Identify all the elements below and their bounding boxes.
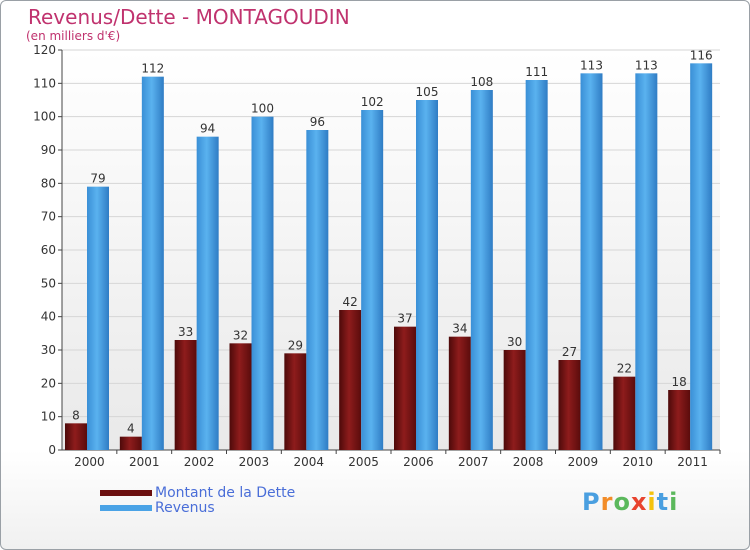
data-label-revenus: 113 — [635, 58, 658, 72]
bar-revenus — [470, 90, 493, 450]
bar-revenus — [141, 76, 164, 451]
x-tick-label: 2000 — [74, 455, 105, 469]
bar-debt — [339, 310, 362, 450]
data-label-revenus: 113 — [580, 58, 603, 72]
logo-letter: i — [669, 488, 679, 516]
legend-label-debt: Montant de la Dette — [155, 485, 296, 501]
y-tick-label: 40 — [41, 310, 56, 324]
y-tick-label: 50 — [41, 276, 56, 290]
bar-revenus — [525, 80, 548, 450]
bar-debt — [668, 390, 691, 450]
bar-revenus — [196, 136, 219, 450]
data-label-revenus: 94 — [200, 122, 215, 136]
data-label-debt: 37 — [397, 312, 412, 326]
data-label-debt: 22 — [617, 362, 632, 376]
bar-debt — [448, 336, 471, 450]
logo-letter: x — [630, 488, 648, 516]
data-label-debt: 18 — [672, 375, 687, 389]
data-label-debt: 8 — [72, 408, 80, 422]
logo-letter: o — [613, 488, 631, 516]
x-tick-label: 2008 — [513, 455, 544, 469]
legend-swatch-debt — [100, 490, 152, 496]
data-label-revenus: 96 — [310, 115, 325, 129]
x-tick-label: 2009 — [568, 455, 599, 469]
data-label-debt: 4 — [127, 422, 135, 436]
data-label-debt: 32 — [233, 328, 248, 342]
x-tick-label: 2001 — [129, 455, 160, 469]
logo-letter: i — [647, 488, 657, 516]
data-label-revenus: 79 — [90, 172, 105, 186]
x-tick-label: 2011 — [677, 455, 708, 469]
x-tick-label: 2004 — [293, 455, 324, 469]
y-tick-label: 30 — [41, 343, 56, 357]
bar-debt — [613, 376, 636, 450]
data-label-revenus: 116 — [690, 48, 713, 62]
y-tick-label: 60 — [41, 243, 56, 257]
bar-revenus — [416, 100, 438, 450]
data-label-debt: 33 — [178, 325, 193, 339]
bar-debt — [394, 326, 416, 450]
data-label-debt: 27 — [562, 345, 577, 359]
bar-debt — [558, 360, 581, 450]
data-label-debt: 34 — [452, 322, 467, 336]
x-tick-label: 2007 — [458, 455, 489, 469]
bar-revenus — [306, 130, 329, 450]
y-tick-label: 20 — [41, 376, 56, 390]
y-tick-label: 80 — [41, 176, 56, 190]
x-tick-label: 2002 — [184, 455, 215, 469]
x-tick-label: 2010 — [622, 455, 653, 469]
data-label-revenus: 100 — [251, 102, 274, 116]
bar-revenus — [87, 186, 109, 450]
proxiti-logo: Proxiti — [582, 488, 678, 516]
x-tick-label: 2003 — [239, 455, 270, 469]
logo-letter: t — [656, 488, 670, 516]
y-tick-label: 100 — [33, 110, 56, 124]
data-label-revenus: 108 — [470, 75, 493, 89]
y-tick-label: 70 — [41, 210, 56, 224]
legend-swatch-revenus — [100, 505, 152, 511]
logo-letter: P — [582, 488, 601, 516]
data-label-debt: 30 — [507, 335, 522, 349]
chart-title: Revenus/Dette - MONTAGOUDIN — [28, 5, 350, 29]
bar-revenus — [251, 116, 274, 451]
bar-debt — [119, 436, 142, 450]
y-tick-label: 0 — [48, 443, 56, 457]
x-tick-label: 2005 — [348, 455, 379, 469]
chart-subtitle: (en milliers d'€) — [26, 29, 121, 43]
y-tick-label: 110 — [33, 76, 56, 90]
bar-revenus — [690, 63, 713, 450]
bar-debt — [65, 423, 87, 450]
bar-debt — [174, 340, 197, 450]
bar-revenus — [635, 73, 658, 450]
legend-label-revenus: Revenus — [155, 500, 215, 516]
bar-revenus — [361, 110, 384, 450]
data-label-revenus: 102 — [361, 95, 384, 109]
y-tick-label: 120 — [33, 43, 56, 57]
y-tick-label: 90 — [41, 143, 56, 157]
data-label-revenus: 112 — [141, 62, 164, 76]
bar-debt — [229, 343, 252, 450]
data-label-debt: 29 — [288, 338, 303, 352]
data-label-revenus: 111 — [525, 65, 548, 79]
x-tick-label: 2006 — [403, 455, 434, 469]
data-label-revenus: 105 — [416, 85, 439, 99]
bar-debt — [503, 350, 526, 450]
y-tick-label: 10 — [41, 410, 56, 424]
bar-debt — [284, 353, 307, 450]
logo-letter: r — [600, 488, 614, 516]
data-label-debt: 42 — [343, 295, 358, 309]
bar-revenus — [580, 73, 603, 450]
